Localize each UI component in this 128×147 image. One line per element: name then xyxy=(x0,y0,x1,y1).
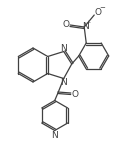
Text: O: O xyxy=(95,7,102,16)
Text: +: + xyxy=(86,20,91,25)
Text: O: O xyxy=(72,90,79,99)
Text: N: N xyxy=(82,21,89,31)
Text: N: N xyxy=(60,77,67,86)
Text: −: − xyxy=(99,5,105,11)
Text: N: N xyxy=(51,131,58,140)
Text: N: N xyxy=(60,44,67,52)
Text: O: O xyxy=(63,20,70,29)
